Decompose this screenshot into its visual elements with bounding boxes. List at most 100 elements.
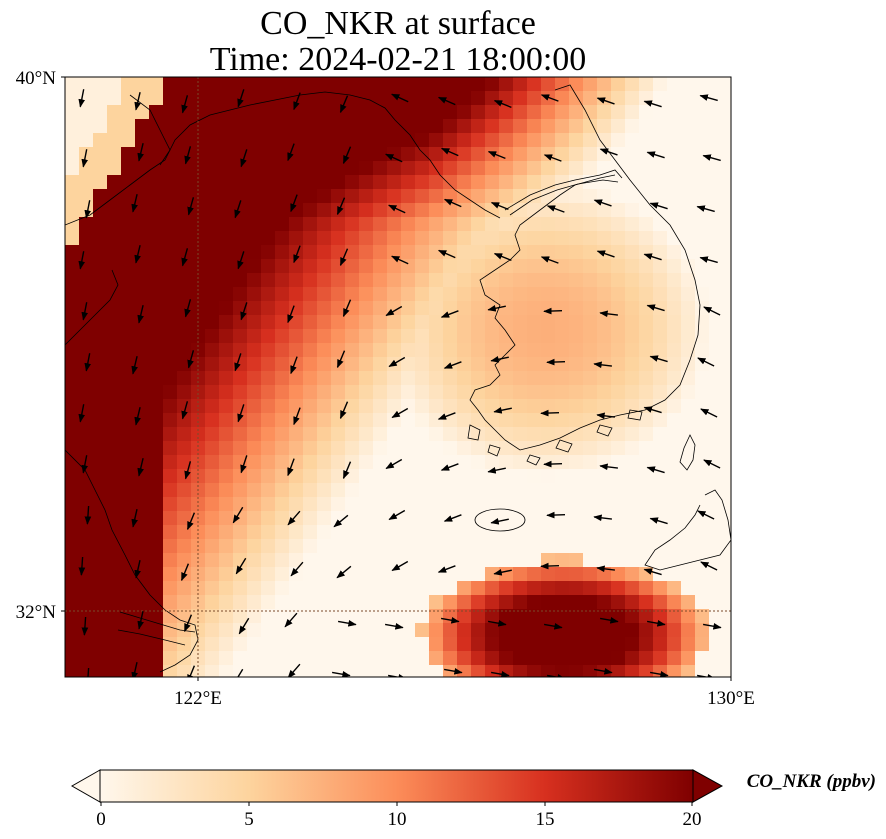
field-cell <box>485 385 500 400</box>
field-cell <box>373 301 388 316</box>
field-cell <box>471 203 486 218</box>
field-cell <box>555 539 570 554</box>
field-cell <box>107 581 122 596</box>
field-cell <box>163 315 178 330</box>
wind-arrow <box>649 517 668 525</box>
field-cell <box>219 203 234 218</box>
field-cell <box>219 553 234 568</box>
wind-arrow <box>238 617 250 635</box>
field-cell <box>709 441 724 456</box>
field-cell <box>681 399 696 414</box>
field-cell <box>135 287 150 302</box>
field-cell <box>415 245 430 260</box>
field-cell <box>709 315 724 330</box>
field-cell <box>499 581 514 596</box>
field-cell <box>303 567 318 582</box>
field-cell <box>359 245 374 260</box>
field-cell <box>261 595 276 610</box>
wind-arrow <box>240 149 248 168</box>
field-cell <box>219 189 234 204</box>
wind-arrow <box>385 305 403 317</box>
field-cell <box>639 231 654 246</box>
field-cell <box>289 469 304 484</box>
field-cell <box>65 497 80 512</box>
field-cell <box>401 147 416 162</box>
field-cell <box>443 133 458 148</box>
field-cell <box>289 399 304 414</box>
field-cell <box>555 77 570 92</box>
field-cell <box>667 497 682 512</box>
field-cell <box>331 581 346 596</box>
field-cell <box>149 161 164 176</box>
field-cell <box>513 133 528 148</box>
field-cell <box>457 441 472 456</box>
field-cell <box>219 665 234 677</box>
field-cell <box>653 189 668 204</box>
field-cell <box>233 651 248 666</box>
field-cell <box>107 343 122 358</box>
field-cell <box>443 469 458 484</box>
lon-tick-label-122e: 122°E <box>174 688 222 709</box>
field-cell <box>429 371 444 386</box>
field-cell <box>65 441 80 456</box>
field-cell <box>107 245 122 260</box>
field-cell <box>205 441 220 456</box>
field-cell <box>373 217 388 232</box>
field-cell <box>639 329 654 344</box>
field-cell <box>93 119 108 134</box>
field-cell <box>667 427 682 442</box>
field-cell <box>373 343 388 358</box>
wind-arrow <box>540 409 560 417</box>
field-cell <box>695 637 710 652</box>
field-cell <box>261 147 276 162</box>
field-cell <box>177 161 192 176</box>
field-cell <box>79 595 94 610</box>
field-cell <box>387 273 402 288</box>
field-cell <box>93 91 108 106</box>
field-cell <box>681 441 696 456</box>
field-cell <box>317 315 332 330</box>
field-cell <box>569 511 584 526</box>
field-cell <box>681 231 696 246</box>
wind-arrow <box>437 412 456 420</box>
field-cell <box>135 77 150 92</box>
field-cell <box>401 581 416 596</box>
field-cell <box>457 497 472 512</box>
field-cell <box>317 413 332 428</box>
wind-arrow <box>287 663 301 677</box>
field-cell <box>611 441 626 456</box>
field-cell <box>177 273 192 288</box>
field-cell <box>359 161 374 176</box>
field-cell <box>261 175 276 190</box>
wind-arrow <box>134 245 141 264</box>
field-cell <box>261 315 276 330</box>
field-cell <box>555 189 570 204</box>
field-cell <box>121 595 136 610</box>
field-cell <box>639 315 654 330</box>
field-cell <box>611 539 626 554</box>
field-cell <box>289 623 304 638</box>
field-cell <box>289 651 304 666</box>
field-cell <box>583 651 598 666</box>
field-cell <box>401 483 416 498</box>
field-cell <box>65 525 80 540</box>
field-cell <box>191 189 206 204</box>
field-cell <box>695 651 710 666</box>
field-cell <box>345 637 360 652</box>
field-cell <box>625 357 640 372</box>
field-cell <box>205 273 220 288</box>
wind-arrow <box>493 252 512 262</box>
field-cell <box>359 301 374 316</box>
field-cell <box>695 567 710 582</box>
field-cell <box>723 567 731 582</box>
field-cell <box>247 385 262 400</box>
field-cell <box>121 231 136 246</box>
field-cell <box>457 609 472 624</box>
field-cell <box>303 637 318 652</box>
field-cell <box>653 427 668 442</box>
wind-arrow <box>183 614 193 633</box>
field-cell <box>107 203 122 218</box>
field-cell <box>289 329 304 344</box>
field-cell <box>303 413 318 428</box>
field-cell <box>359 189 374 204</box>
